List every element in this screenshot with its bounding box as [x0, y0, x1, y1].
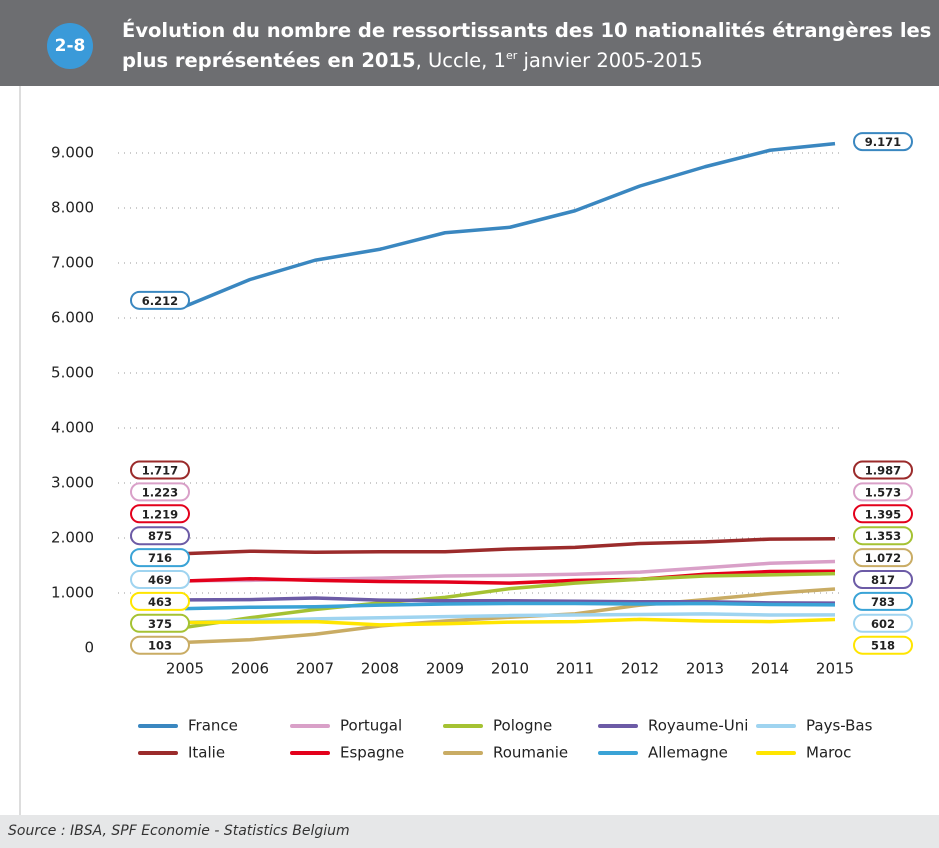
y-tick-label: 2.000	[51, 529, 94, 547]
badge: 2-8	[47, 23, 93, 69]
value-label-box	[853, 482, 913, 502]
value-label-box	[130, 591, 190, 611]
value-label: 875	[148, 529, 172, 543]
value-label-box	[130, 482, 190, 502]
legend-label: Royaume-Uni	[648, 717, 748, 735]
footer: Source : IBSA, SPF Economie - Statistics…	[0, 815, 939, 848]
value-label-box	[130, 504, 190, 524]
value-label: 1.223	[142, 485, 178, 499]
value-label: 1.353	[865, 529, 901, 543]
value-label-box	[853, 460, 913, 480]
legend-label: Italie	[188, 744, 225, 762]
source: Source : IBSA, SPF Economie - Statistics…	[8, 823, 350, 839]
value-label-box	[853, 504, 913, 524]
value-label: 817	[871, 573, 895, 587]
value-label-box	[853, 613, 913, 633]
value-label-box	[853, 635, 913, 655]
value-label-box	[130, 613, 190, 633]
series-line	[184, 569, 836, 585]
y-tick-label: 3.000	[51, 474, 94, 492]
value-label-box	[853, 526, 913, 546]
value-label-box	[853, 591, 913, 611]
legend-label: Espagne	[340, 744, 404, 762]
value-label: 463	[148, 595, 172, 609]
value-label: 518	[871, 639, 895, 653]
legend-label: Roumanie	[493, 744, 568, 762]
y-tick-label: 8.000	[51, 199, 94, 217]
title-end: janvier 2005-2015	[517, 49, 703, 72]
x-tick-label: 2012	[621, 660, 659, 678]
value-label: 375	[148, 617, 172, 631]
title-bold: Évolution du nombre de ressortissants de…	[122, 19, 932, 72]
value-label: 1.573	[865, 485, 901, 499]
header: 2-8 Évolution du nombre de ressortissant…	[0, 0, 939, 86]
legend-label: Allemagne	[648, 744, 728, 762]
title: Évolution du nombre de ressortissants de…	[122, 16, 932, 76]
x-tick-label: 2005	[166, 660, 204, 678]
x-tick-label: 2010	[491, 660, 529, 678]
series-line	[184, 141, 836, 308]
series-line	[184, 617, 836, 627]
x-tick-label: 2015	[816, 660, 854, 678]
value-label: 783	[871, 595, 895, 609]
y-tick-label: 7.000	[51, 254, 94, 272]
value-label: 1.072	[865, 551, 901, 565]
y-tick-label: 9.000	[51, 144, 94, 162]
value-label-box	[853, 132, 913, 152]
value-label-box	[130, 570, 190, 589]
x-tick-label: 2011	[556, 660, 594, 678]
value-label: 602	[871, 617, 895, 631]
legend-label: France	[188, 717, 238, 735]
legend-label: Pays-Bas	[806, 717, 873, 735]
legend-label: Pologne	[493, 717, 552, 735]
legend-label: Portugal	[340, 717, 402, 735]
y-tick-label: 1.000	[51, 584, 94, 602]
value-label: 469	[148, 573, 172, 587]
y-tick-label: 6.000	[51, 309, 94, 327]
value-label-box	[130, 548, 190, 568]
y-tick-label: 4.000	[51, 419, 94, 437]
value-label-box	[130, 460, 190, 480]
series-line	[184, 601, 836, 611]
title-sup: er	[505, 49, 518, 62]
value-label-box	[853, 570, 913, 589]
x-tick-label: 2008	[361, 660, 399, 678]
series-line	[184, 612, 836, 624]
value-label: 103	[148, 639, 172, 653]
value-label-box	[130, 635, 190, 655]
value-label: 6.212	[142, 294, 178, 308]
value-label: 1.717	[142, 464, 178, 478]
series-line	[184, 536, 836, 556]
value-label: 9.171	[865, 135, 901, 149]
x-tick-label: 2013	[686, 660, 724, 678]
x-tick-label: 2009	[426, 660, 464, 678]
series-line	[184, 571, 836, 630]
legend-label: Maroc	[806, 744, 851, 762]
y-tick-label: 0	[84, 639, 94, 657]
value-label: 1.987	[865, 464, 901, 478]
value-label: 716	[148, 551, 172, 565]
x-tick-label: 2007	[296, 660, 334, 678]
value-label-box	[130, 526, 190, 546]
y-tick-label: 5.000	[51, 364, 94, 382]
value-label: 1.395	[865, 507, 901, 521]
value-label-box	[130, 290, 190, 310]
value-label-box	[853, 548, 913, 568]
x-tick-label: 2014	[751, 660, 789, 678]
title-suffix: , Uccle, 1	[415, 49, 506, 72]
value-label: 1.219	[142, 507, 178, 521]
x-tick-label: 2006	[231, 660, 269, 678]
